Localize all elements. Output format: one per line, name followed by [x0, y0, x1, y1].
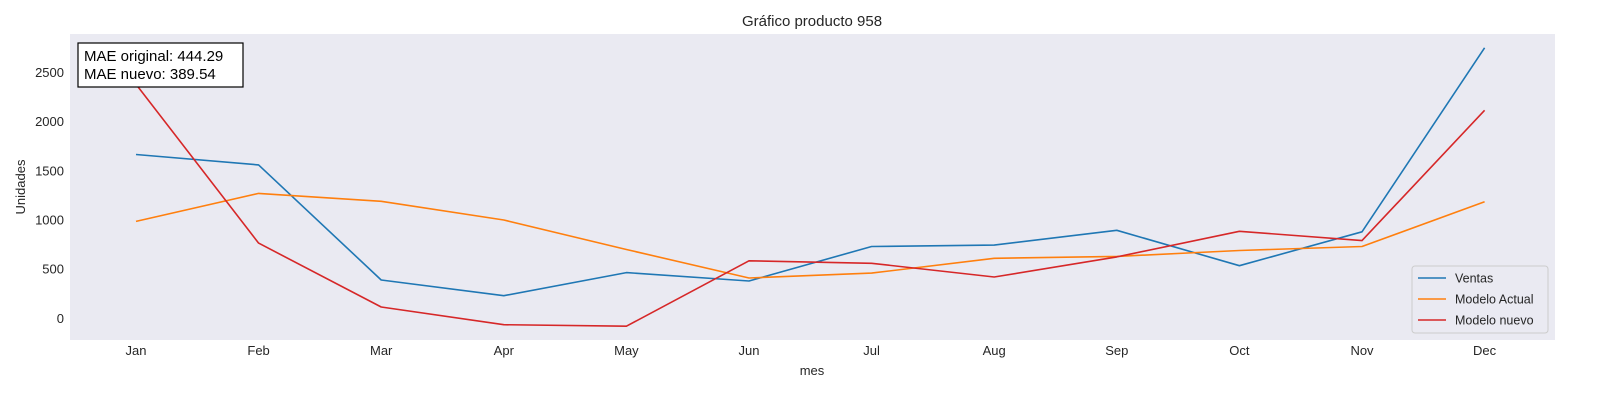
series-line-modelo-nuevo: [135, 83, 1486, 328]
legend: Ventas Modelo Actual Modelo nuevo: [1411, 265, 1549, 334]
series-lines: [135, 47, 1486, 328]
legend-items: Ventas Modelo Actual Modelo nuevo: [1418, 272, 1534, 328]
x-tick-label: May: [614, 343, 639, 358]
y-axis-label: Unidades: [13, 159, 28, 214]
y-tick-label: 500: [42, 262, 64, 277]
x-tick-label: Nov: [1350, 343, 1374, 358]
y-tick-label: 1000: [35, 212, 64, 227]
y-tick-label: 2000: [35, 114, 64, 129]
y-tick-label: 0: [57, 311, 64, 326]
legend-label-ventas: Ventas: [1455, 272, 1493, 286]
legend-label-modelo-actual: Modelo Actual: [1455, 293, 1534, 307]
annotation-box: MAE original: 444.29 MAE nuevo: 389.54: [77, 42, 244, 88]
annotation-line-1: MAE original: 444.29: [84, 48, 223, 65]
legend-label-modelo-nuevo: Modelo nuevo: [1455, 314, 1534, 328]
x-tick-label: Jul: [863, 343, 880, 358]
legend-frame: [1411, 265, 1549, 334]
x-tick-label: Mar: [370, 343, 393, 358]
x-axis-ticks: Jan Feb Mar Apr May Jun Jul Aug Sep Oct Nov Dec: [126, 343, 1497, 358]
x-tick-label: Oct: [1229, 343, 1250, 358]
x-axis-label: mes: [800, 363, 825, 378]
x-tick-label: Dec: [1473, 343, 1497, 358]
annotation-line-2: MAE nuevo: 389.54: [84, 66, 216, 83]
x-tick-label: Aug: [983, 343, 1006, 358]
plot-area: [70, 34, 1555, 340]
series-line-ventas: [135, 47, 1486, 297]
x-tick-label: Apr: [494, 343, 515, 358]
y-tick-label: 2500: [35, 65, 64, 80]
series-line-modelo-actual: [135, 192, 1485, 279]
x-tick-label: Jun: [739, 343, 760, 358]
annotation-frame: [77, 42, 244, 88]
x-tick-label: Sep: [1105, 343, 1128, 358]
y-tick-label: 1500: [35, 163, 64, 178]
x-tick-label: Jan: [126, 343, 147, 358]
chart-title: Gráfico producto 958: [742, 13, 882, 30]
y-axis-ticks: 0 500 1000 1500 2000 2500: [35, 65, 64, 326]
x-tick-label: Feb: [247, 343, 269, 358]
